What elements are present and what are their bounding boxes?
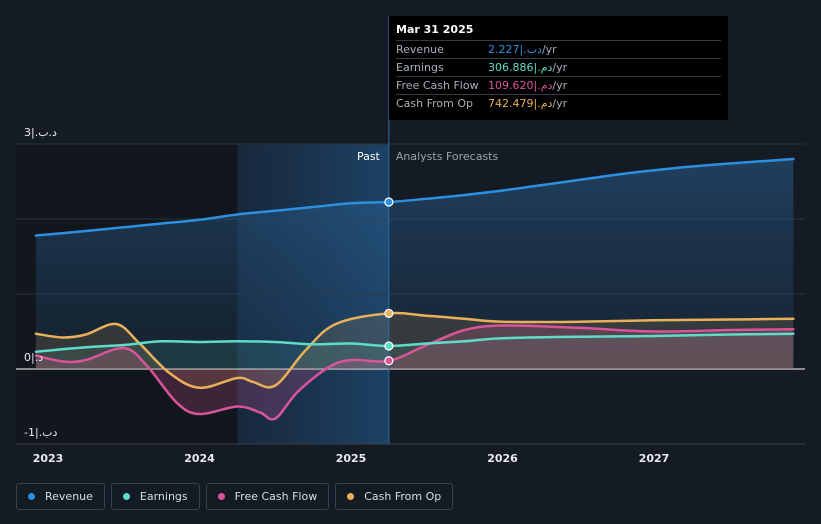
x-tick-label: 2024	[184, 452, 215, 465]
y-tick-label: 0|.ﺩ	[24, 351, 43, 364]
tooltip-row-cash-from-op: Cash From Op 742.479|.ﺩم /yr	[396, 94, 721, 112]
x-tick-label: 2023	[33, 452, 64, 465]
tooltip-unit: /yr	[552, 79, 568, 92]
tooltip-row-revenue: Revenue 2.227|.ﺩب /yr	[396, 40, 721, 58]
legend-label: Cash From Op	[364, 490, 442, 503]
tooltip-value: 109.620|.ﺩم	[488, 79, 553, 92]
tooltip: Mar 31 2025 Revenue 2.227|.ﺩب /yr Earnin…	[389, 16, 728, 120]
legend-item-free-cash-flow[interactable]: Free Cash Flow	[205, 483, 330, 510]
highlight-point-revenue	[384, 197, 394, 207]
legend-item-cash-from-op[interactable]: Cash From Op	[335, 483, 454, 510]
tooltip-date: Mar 31 2025	[396, 23, 474, 36]
highlight-point-free-cash-flow	[384, 356, 394, 366]
chart-area: 3|.ﺩ.ب 0|.ﺩ -1|.ﺩب 2023 2024 2025 2026 2027 Past…	[16, 16, 805, 465]
tooltip-row-earnings: Earnings 306.886|.ﺩم /yr	[396, 58, 721, 76]
forecast-label: Analysts Forecasts	[396, 150, 499, 163]
legend: Revenue Earnings Free Cash Flow Cash Fro…	[16, 483, 454, 510]
tooltip-value: 306.886|.ﺩم	[488, 61, 553, 74]
tooltip-value: 2.227|.ﺩب	[488, 43, 542, 56]
series-area-free-cash-flow	[35, 325, 794, 420]
tooltip-unit: /yr	[552, 61, 568, 74]
series-line-cash-from-op	[34, 311, 795, 390]
tooltip-label: Revenue	[396, 43, 444, 56]
x-tick-label: 2025	[336, 452, 367, 465]
legend-dot-icon	[217, 493, 225, 500]
legend-dot-icon	[28, 493, 35, 500]
x-tick-label: 2027	[639, 452, 670, 465]
past-label: Past	[357, 150, 381, 163]
tooltip-label: Free Cash Flow	[396, 79, 479, 92]
legend-dot-icon	[122, 493, 130, 500]
legend-label: Free Cash Flow	[234, 490, 318, 503]
series-line-earnings	[34, 332, 795, 354]
tooltip-unit: /yr	[541, 43, 557, 56]
legend-item-earnings[interactable]: Earnings	[110, 483, 200, 510]
y-tick-label: -1|.ﺩب	[24, 426, 58, 439]
tooltip-label: Earnings	[396, 61, 444, 74]
series-line-revenue	[34, 157, 795, 237]
tooltip-row-free-cash-flow: Free Cash Flow 109.620|.ﺩم /yr	[396, 76, 721, 94]
revenue-area	[35, 159, 794, 369]
legend-dot-icon	[347, 493, 355, 500]
legend-label: Earnings	[139, 490, 188, 503]
legend-label: Revenue	[45, 490, 93, 503]
highlight-point-cash-from-op	[384, 308, 394, 318]
highlight-point-earnings	[384, 341, 394, 351]
tooltip-unit: /yr	[552, 97, 568, 110]
y-tick-label: 3|.ﺩ.ب	[24, 126, 57, 139]
tooltip-value: 742.479|.ﺩم	[488, 97, 553, 110]
x-tick-label: 2026	[487, 452, 518, 465]
tooltip-label: Cash From Op	[396, 97, 474, 110]
legend-item-revenue[interactable]: Revenue	[16, 483, 105, 510]
series-line-free-cash-flow	[34, 324, 795, 421]
